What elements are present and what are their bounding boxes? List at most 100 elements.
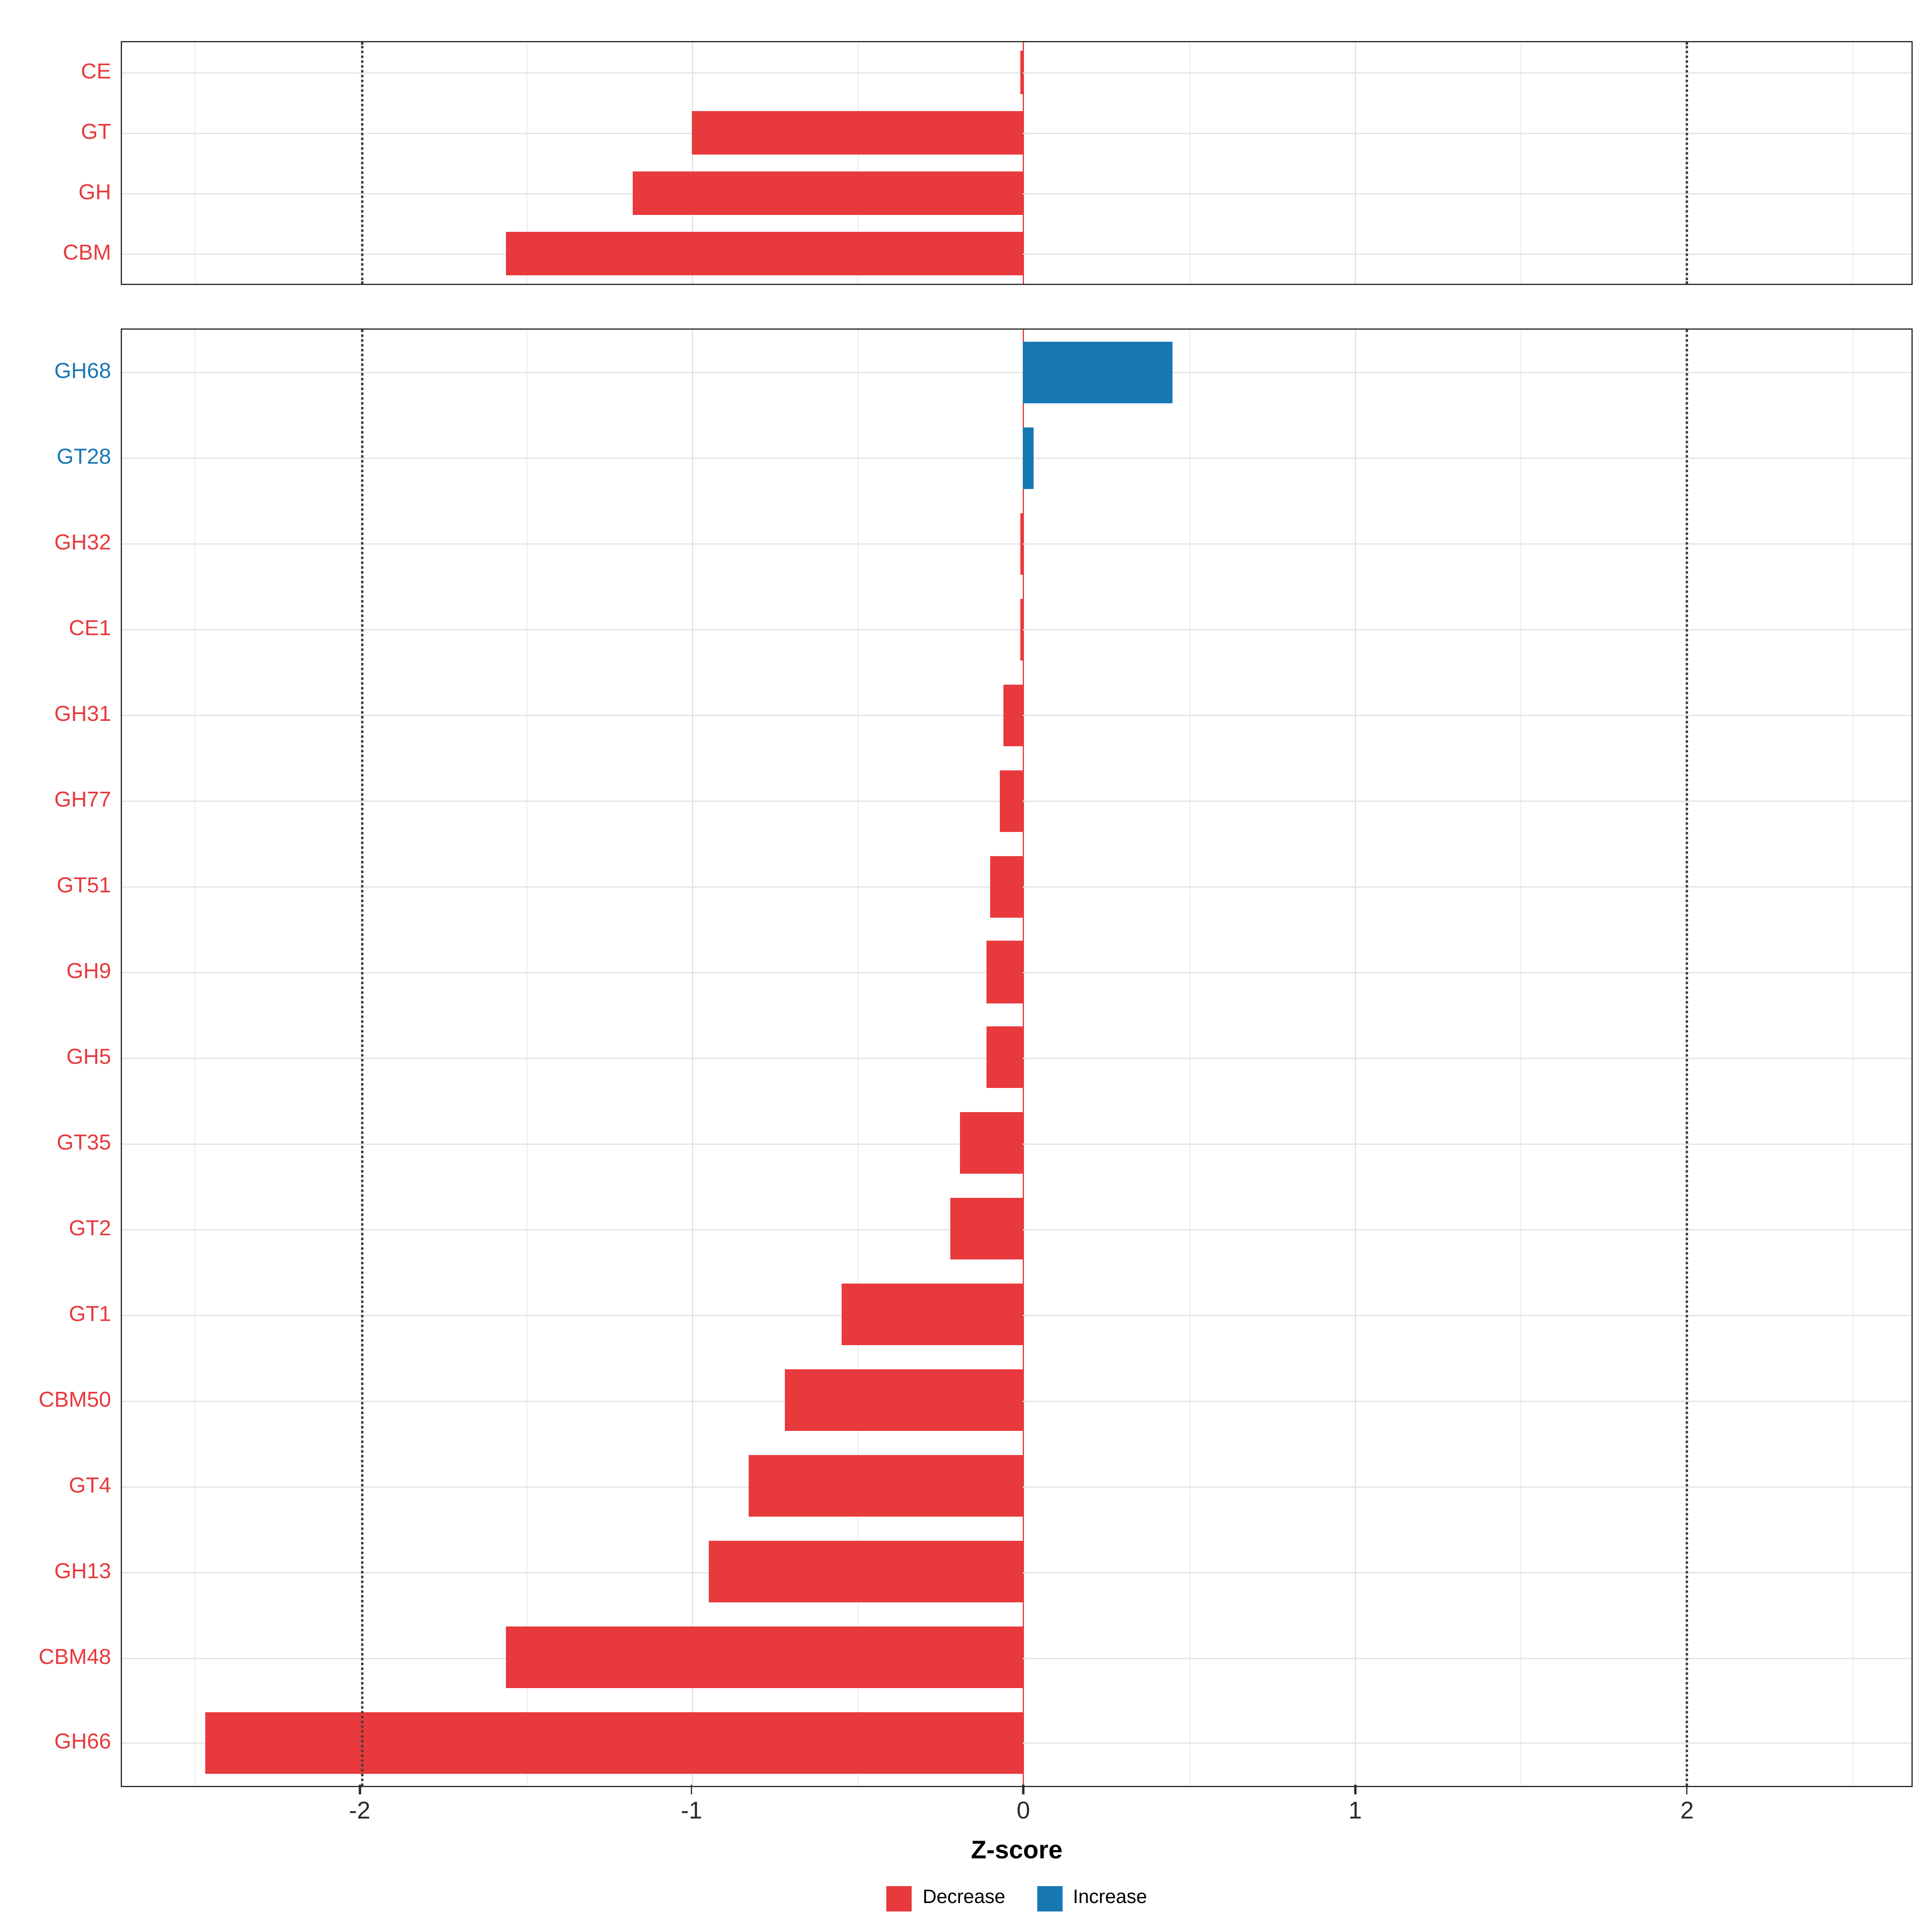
gridline-horizontal: [122, 458, 1911, 460]
bar-GT51: [990, 855, 1024, 917]
y-axis-label-GH77: GH77: [54, 787, 111, 812]
x-tick--1: -1: [681, 1785, 702, 1823]
bar-GH31: [1003, 684, 1024, 746]
x-tick-label: -1: [681, 1798, 702, 1825]
bar-row-GT: [122, 103, 1911, 163]
y-axis-label-GH13: GH13: [54, 1558, 111, 1583]
x-tick-mark: [1022, 1785, 1024, 1794]
bar-row-CBM50: [122, 1358, 1911, 1443]
y-axis-label-GH: GH: [78, 180, 111, 204]
legend-item-increase: Increase: [1036, 1885, 1147, 1911]
y-axis-label-GH9: GH9: [66, 959, 111, 983]
gridline-horizontal: [122, 544, 1911, 545]
legend: Decrease Increase: [121, 1874, 1913, 1922]
dotted-reference-line: [1686, 330, 1689, 1786]
y-axis-label-GT4: GT4: [68, 1472, 111, 1497]
x-tick-0: 0: [1017, 1785, 1030, 1823]
bar-CBM48: [506, 1626, 1024, 1688]
y-axis-label-CE1: CE1: [68, 616, 111, 640]
y-axis-label-GT2: GT2: [68, 1216, 111, 1240]
x-tick--2: -2: [349, 1785, 370, 1823]
x-axis: -2 -1 0 1 2: [121, 1785, 1913, 1835]
dotted-reference-line: [1686, 42, 1689, 284]
bar-GH77: [1000, 770, 1024, 832]
y-axis-label-GT1: GT1: [68, 1301, 111, 1326]
bar-GH66: [204, 1712, 1024, 1774]
bar-row-GT1: [122, 1272, 1911, 1358]
top-plot-panel: [121, 41, 1913, 285]
bar-GH: [632, 171, 1024, 215]
bar-row-CBM48: [122, 1614, 1911, 1700]
y-axis-label-GH5: GH5: [66, 1044, 111, 1069]
bar-row-GH32: [122, 501, 1911, 587]
legend-label-increase: Increase: [1073, 1887, 1147, 1908]
x-tick-1: 1: [1348, 1785, 1362, 1823]
top-panel-block: CE GT GH CBM: [7, 41, 1913, 285]
dotted-reference-line: [360, 330, 363, 1786]
y-axis-label-GH31: GH31: [54, 702, 111, 726]
y-axis-label-GT28: GT28: [56, 445, 111, 469]
bar-row-GH68: [122, 330, 1911, 415]
bar-CE: [1020, 51, 1024, 94]
x-axis-spacer: [7, 1785, 111, 1835]
y-axis-label-GT: GT: [81, 120, 111, 144]
bottom-plot-panel: [121, 328, 1913, 1787]
y-axis-label-CBM50: CBM50: [38, 1387, 111, 1412]
x-tick-label: 1: [1348, 1798, 1362, 1825]
bar-GT2: [950, 1198, 1024, 1260]
decrease-swatch-icon: [886, 1885, 912, 1911]
bottom-panel-block: GH68 GT28 GH32 CE1 GH31 GH77 GT51 GH9 GH5 GT35 GT2…: [7, 328, 1913, 1787]
bar-row-CBM: [122, 223, 1911, 284]
x-tick-label: -2: [349, 1798, 371, 1825]
bar-GT4: [748, 1455, 1024, 1517]
y-axis-label-GH68: GH68: [54, 359, 111, 384]
y-axis-label-GH32: GH32: [54, 530, 111, 555]
bar-row-CE: [122, 42, 1911, 103]
y-axis-label-CE: CE: [80, 59, 111, 83]
x-tick-label: 0: [1016, 1798, 1030, 1825]
bar-GH68: [1023, 341, 1172, 403]
gridline-horizontal: [122, 629, 1911, 631]
gridline-vertical-minor: [195, 42, 196, 284]
bar-row-GT51: [122, 844, 1911, 929]
gridline-vertical: [1354, 42, 1356, 284]
y-axis-label-GT35: GT35: [56, 1130, 111, 1154]
x-tick-mark: [1354, 1785, 1356, 1794]
x-tick-2: 2: [1680, 1785, 1694, 1823]
bar-row-GT4: [122, 1443, 1911, 1529]
bar-row-GT35: [122, 1100, 1911, 1186]
bar-row-GH5: [122, 1015, 1911, 1101]
bar-GH5: [987, 1027, 1024, 1089]
bottom-y-axis-labels: GH68 GT28 GH32 CE1 GH31 GH77 GT51 GH9 GH5 GT35 GT2…: [7, 328, 111, 1785]
top-y-axis-labels: CE GT GH CBM: [7, 41, 111, 283]
bar-row-GH13: [122, 1529, 1911, 1614]
y-axis-label-GH66: GH66: [54, 1730, 111, 1754]
legend-label-decrease: Decrease: [923, 1887, 1005, 1908]
gridline-horizontal: [122, 72, 1911, 74]
bar-GT28: [1023, 427, 1034, 489]
gridline-vertical-minor: [1520, 42, 1522, 284]
bar-row-GH9: [122, 929, 1911, 1015]
gridline-vertical-minor: [526, 42, 528, 284]
bar-row-CE1: [122, 586, 1911, 672]
gridline-vertical-minor: [1189, 42, 1191, 284]
increase-swatch-icon: [1036, 1885, 1062, 1911]
dotted-reference-line: [360, 42, 363, 284]
x-axis-block: -2 -1 0 1 2: [7, 1785, 1913, 1835]
bar-GH9: [987, 941, 1024, 1003]
gridline-horizontal: [122, 372, 1911, 374]
x-tick-label: 2: [1680, 1798, 1694, 1825]
x-tick-mark: [1686, 1785, 1688, 1794]
bar-row-GT2: [122, 1186, 1911, 1272]
x-axis-title: Z-score: [971, 1837, 1063, 1864]
y-axis-label-CBM48: CBM48: [38, 1644, 111, 1668]
gridline-vertical-minor: [857, 42, 859, 284]
bar-GT35: [960, 1113, 1024, 1174]
legend-row: Decrease Increase: [7, 1874, 1913, 1922]
y-axis-label-GT51: GT51: [56, 873, 111, 898]
bar-row-GH66: [122, 1700, 1911, 1786]
bar-row-GH31: [122, 672, 1911, 758]
bar-CBM: [506, 232, 1024, 275]
